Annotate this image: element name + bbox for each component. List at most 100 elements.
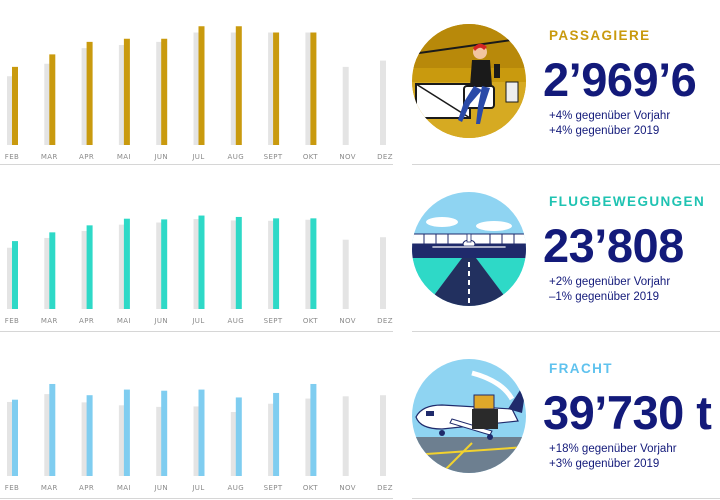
bar-current-sept (273, 392, 280, 476)
bar-prev-nov (342, 66, 349, 145)
tick-label-feb: FEB (5, 153, 19, 161)
panel-flugbewegungen: FLUGBEWEGUNGEN 23’808 +2% gegenüber Vorj… (412, 166, 720, 333)
bar-prev-okt (305, 32, 312, 145)
bar-prev-apr (81, 402, 88, 476)
bar-current-mar (49, 232, 56, 309)
tick-label-mai: MAI (117, 153, 131, 161)
bar-current-feb (12, 241, 18, 309)
bar-current-jul (198, 389, 205, 476)
bar-current-mar (49, 54, 56, 145)
tick-label-aug: AUG (228, 484, 245, 492)
bar-prev-jun (156, 406, 163, 476)
cargo-loading-illustration (412, 359, 526, 473)
passagiere-change-prev-year: +4% gegenüber Vorjahr (549, 110, 671, 122)
bar-current-sept (273, 218, 280, 309)
bar-current-feb (12, 399, 18, 476)
tick-label-feb: FEB (5, 317, 19, 325)
bar-prev-nov (342, 396, 349, 476)
bar-current-aug (235, 397, 242, 476)
bar-prev-mar (44, 237, 51, 309)
fracht-value: 39’730 t (543, 386, 712, 439)
bar-prev-jun (156, 41, 163, 145)
divider (412, 498, 720, 499)
bar-prev-mai (118, 405, 125, 476)
bar-current-mar (49, 383, 56, 476)
bar-prev-sept (268, 403, 275, 476)
tick-label-nov: NOV (339, 484, 356, 492)
tick-label-mar: MAR (41, 484, 58, 492)
bar-current-jun (161, 390, 168, 476)
bar-current-okt (310, 32, 317, 145)
tick-label-apr: APR (79, 484, 94, 492)
bar-prev-okt (305, 398, 312, 476)
bar-prev-dez (380, 395, 386, 476)
row-flugbewegungen: FEB MAR APR MAI JUN JUL AUG SEPT OKT NOV DEZ (0, 166, 720, 333)
bar-prev-aug (230, 32, 237, 145)
bar-current-apr (86, 41, 93, 145)
panel-fracht: FRACHT 39’730 t +18% gegenüber Vorjahr +… (412, 333, 720, 500)
bar-prev-jun (156, 222, 163, 309)
bar-current-feb (12, 66, 18, 145)
bar-prev-jul (193, 406, 200, 476)
tick-label-apr: APR (79, 153, 94, 161)
bar-prev-apr (81, 230, 88, 309)
bar-prev-okt (305, 219, 312, 309)
row-passagiere: FEB MAR APR MAI JUN JUL AUG SEPT OKT NOV DEZ (0, 0, 720, 166)
tick-label-mai: MAI (117, 484, 131, 492)
divider (0, 331, 393, 332)
bar-current-sept (273, 32, 280, 145)
bar-prev-feb (7, 401, 13, 476)
tick-label-okt: OKT (303, 317, 318, 325)
runway-airplane-illustration (412, 192, 526, 306)
bar-prev-jul (193, 32, 200, 145)
bar-prev-aug (230, 412, 237, 476)
bar-current-okt (310, 383, 317, 476)
tick-label-mai: MAI (117, 317, 131, 325)
tick-label-nov: NOV (339, 317, 356, 325)
passagiere-change-2019: +4% gegenüber 2019 (549, 125, 660, 137)
bar-current-jul (198, 26, 205, 145)
divider (0, 498, 393, 499)
tick-label-dez: DEZ (377, 153, 393, 161)
bar-prev-aug (230, 220, 237, 309)
tick-label-nov: NOV (339, 153, 356, 161)
tick-label-mar: MAR (41, 153, 58, 161)
bar-prev-mar (44, 63, 51, 145)
passagiere-value: 2’969’6 (543, 53, 697, 106)
bar-current-jun (161, 219, 168, 309)
chart-fracht-svg: FEB MAR APR MAI JUN JUL AUG SEPT OKT NOV DEZ (5, 383, 393, 492)
tick-label-jul: JUL (191, 317, 204, 325)
bar-current-apr (86, 395, 93, 476)
passagiere-label: PASSAGIERE (549, 28, 651, 43)
bar-current-apr (86, 225, 93, 309)
flugbewegungen-change-prev-year: +2% gegenüber Vorjahr (549, 276, 671, 288)
tick-label-sept: SEPT (264, 317, 283, 325)
tick-label-apr: APR (79, 317, 94, 325)
tick-label-jun: JUN (153, 484, 168, 492)
bar-current-aug (235, 26, 242, 145)
tick-label-okt: OKT (303, 153, 318, 161)
bar-prev-nov (342, 239, 349, 309)
tick-label-aug: AUG (228, 153, 245, 161)
bar-prev-mai (118, 45, 125, 145)
row-fracht: FEB MAR APR MAI JUN JUL AUG SEPT OKT NOV DEZ FRACH… (0, 333, 720, 500)
fracht-change-2019: +3% gegenüber 2019 (549, 458, 660, 470)
tick-label-jul: JUL (191, 484, 204, 492)
bar-prev-dez (380, 237, 386, 309)
bar-prev-mar (44, 394, 51, 476)
flugbewegungen-change-2019: –1% gegenüber 2019 (549, 291, 659, 303)
bar-current-mai (123, 389, 130, 476)
chart-passagiere-svg: FEB MAR APR MAI JUN JUL AUG SEPT OKT NOV DEZ (5, 26, 393, 161)
flugbewegungen-value: 23’808 (543, 219, 684, 272)
fracht-label: FRACHT (549, 361, 613, 376)
tick-label-aug: AUG (228, 317, 245, 325)
tick-label-jul: JUL (191, 153, 204, 161)
bar-prev-feb (7, 247, 13, 309)
tick-label-okt: OKT (303, 484, 318, 492)
chart-fracht: FEB MAR APR MAI JUN JUL AUG SEPT OKT NOV DEZ (0, 333, 395, 500)
bar-prev-jul (193, 219, 200, 309)
tick-label-feb: FEB (5, 484, 19, 492)
tick-label-sept: SEPT (264, 484, 283, 492)
divider (412, 164, 720, 165)
bar-current-jul (198, 215, 205, 309)
